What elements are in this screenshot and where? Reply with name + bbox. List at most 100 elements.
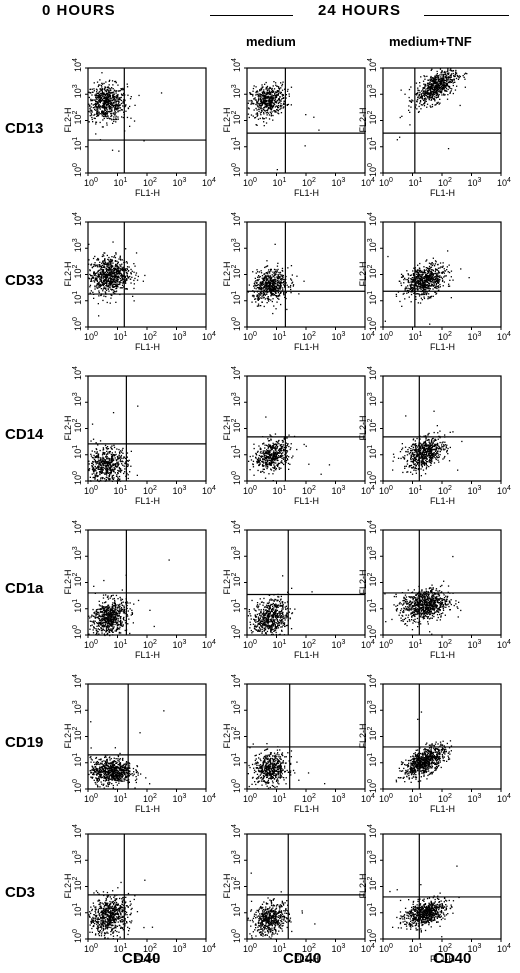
scatter-point	[111, 283, 113, 285]
scatter-point	[275, 296, 278, 298]
scatter-point	[122, 457, 124, 460]
scatter-point	[267, 446, 270, 448]
scatter-point	[126, 266, 129, 268]
scatter-point	[448, 85, 451, 88]
scatter-point	[96, 266, 99, 268]
scatter-point	[256, 101, 258, 103]
scatter-point	[280, 303, 282, 306]
scatter-point	[114, 283, 116, 285]
scatter-point	[108, 479, 111, 481]
scatter-point	[116, 109, 118, 111]
scatter-point	[253, 443, 255, 445]
scatter-point	[261, 282, 264, 284]
scatter-point	[273, 450, 275, 452]
scatter-point	[111, 260, 113, 263]
scatter-point	[437, 270, 440, 272]
scatter-point	[92, 291, 94, 293]
scatter-point	[444, 270, 446, 272]
scatter-point	[118, 281, 120, 283]
scatter-point	[419, 302, 422, 304]
scatter-point	[111, 270, 113, 273]
scatter-point	[118, 277, 120, 279]
scatter-point	[108, 80, 110, 82]
scatter-point	[106, 104, 108, 107]
scatter-point	[269, 444, 271, 446]
scatter-point	[286, 308, 288, 311]
scatter-point	[270, 279, 272, 281]
scatter-point	[424, 286, 426, 289]
scatter-point	[420, 93, 422, 95]
scatter-point	[254, 99, 257, 101]
scatter-point	[112, 122, 114, 124]
scatter-point	[274, 279, 276, 281]
scatter-point	[122, 100, 124, 103]
scatter-point	[437, 92, 439, 94]
scatter-point	[101, 82, 103, 84]
scatter-point	[447, 77, 449, 79]
scatter-point	[115, 460, 118, 462]
scatter-point	[305, 114, 307, 116]
scatter-point	[97, 287, 99, 289]
scatter-point	[120, 265, 122, 267]
scatter-point	[265, 464, 267, 467]
scatter-point	[269, 111, 271, 113]
scatter-point	[279, 449, 281, 451]
y-tick-label: 103	[367, 238, 378, 252]
scatter-point	[412, 100, 414, 102]
scatter-point	[443, 93, 445, 95]
scatter-point	[434, 276, 437, 278]
scatter-point	[441, 90, 443, 92]
scatter-point	[248, 460, 250, 462]
scatter-point	[427, 93, 429, 95]
scatter-point	[275, 294, 277, 297]
scatter-point	[283, 281, 285, 283]
scatter-point	[110, 448, 113, 450]
scatter-point	[459, 75, 461, 78]
scatter-point	[422, 292, 425, 294]
scatter-point	[264, 286, 266, 288]
scatter-point	[425, 274, 427, 277]
scatter-point	[415, 276, 417, 278]
scatter-point	[104, 478, 106, 480]
scatter-point	[278, 280, 280, 282]
scatter-point	[270, 270, 272, 272]
scatter-point	[114, 104, 116, 106]
y-tick-label: 100	[72, 317, 83, 331]
scatter-point	[93, 472, 95, 474]
scatter-point	[413, 284, 415, 286]
scatter-point	[103, 113, 105, 115]
scatter-point	[119, 97, 121, 100]
scatter-point	[418, 89, 420, 92]
scatter-point	[94, 273, 96, 275]
scatter-point	[452, 92, 454, 95]
scatter-point	[268, 452, 270, 454]
scatter-point	[428, 93, 430, 95]
x-axis-channel-label: FL1-H	[294, 188, 319, 198]
scatter-point	[108, 477, 110, 480]
scatter-point	[266, 91, 268, 94]
scatter-point	[257, 271, 259, 273]
scatter-point	[274, 286, 277, 288]
scatter-point	[109, 269, 111, 271]
scatter-point	[93, 273, 95, 275]
x-tick-label: 101	[273, 177, 287, 188]
scatter-point	[328, 464, 331, 466]
scatter-point	[102, 102, 104, 104]
scatter-point	[446, 83, 448, 85]
scatter-point	[105, 461, 107, 463]
scatter-point	[129, 471, 131, 473]
scatter-point	[416, 273, 418, 276]
scatter-point	[446, 90, 448, 92]
scatter-point	[120, 281, 122, 284]
scatter-point	[417, 87, 419, 89]
scatter-point	[106, 474, 108, 476]
scatter-point	[105, 467, 108, 469]
scatter-point	[272, 294, 274, 296]
scatter-point	[413, 275, 415, 277]
scatter-point	[106, 456, 108, 458]
scatter-point	[263, 452, 265, 455]
scatter-point	[100, 464, 102, 466]
scatter-point	[445, 90, 447, 92]
scatter-point	[115, 291, 117, 293]
scatter-point	[272, 451, 275, 454]
